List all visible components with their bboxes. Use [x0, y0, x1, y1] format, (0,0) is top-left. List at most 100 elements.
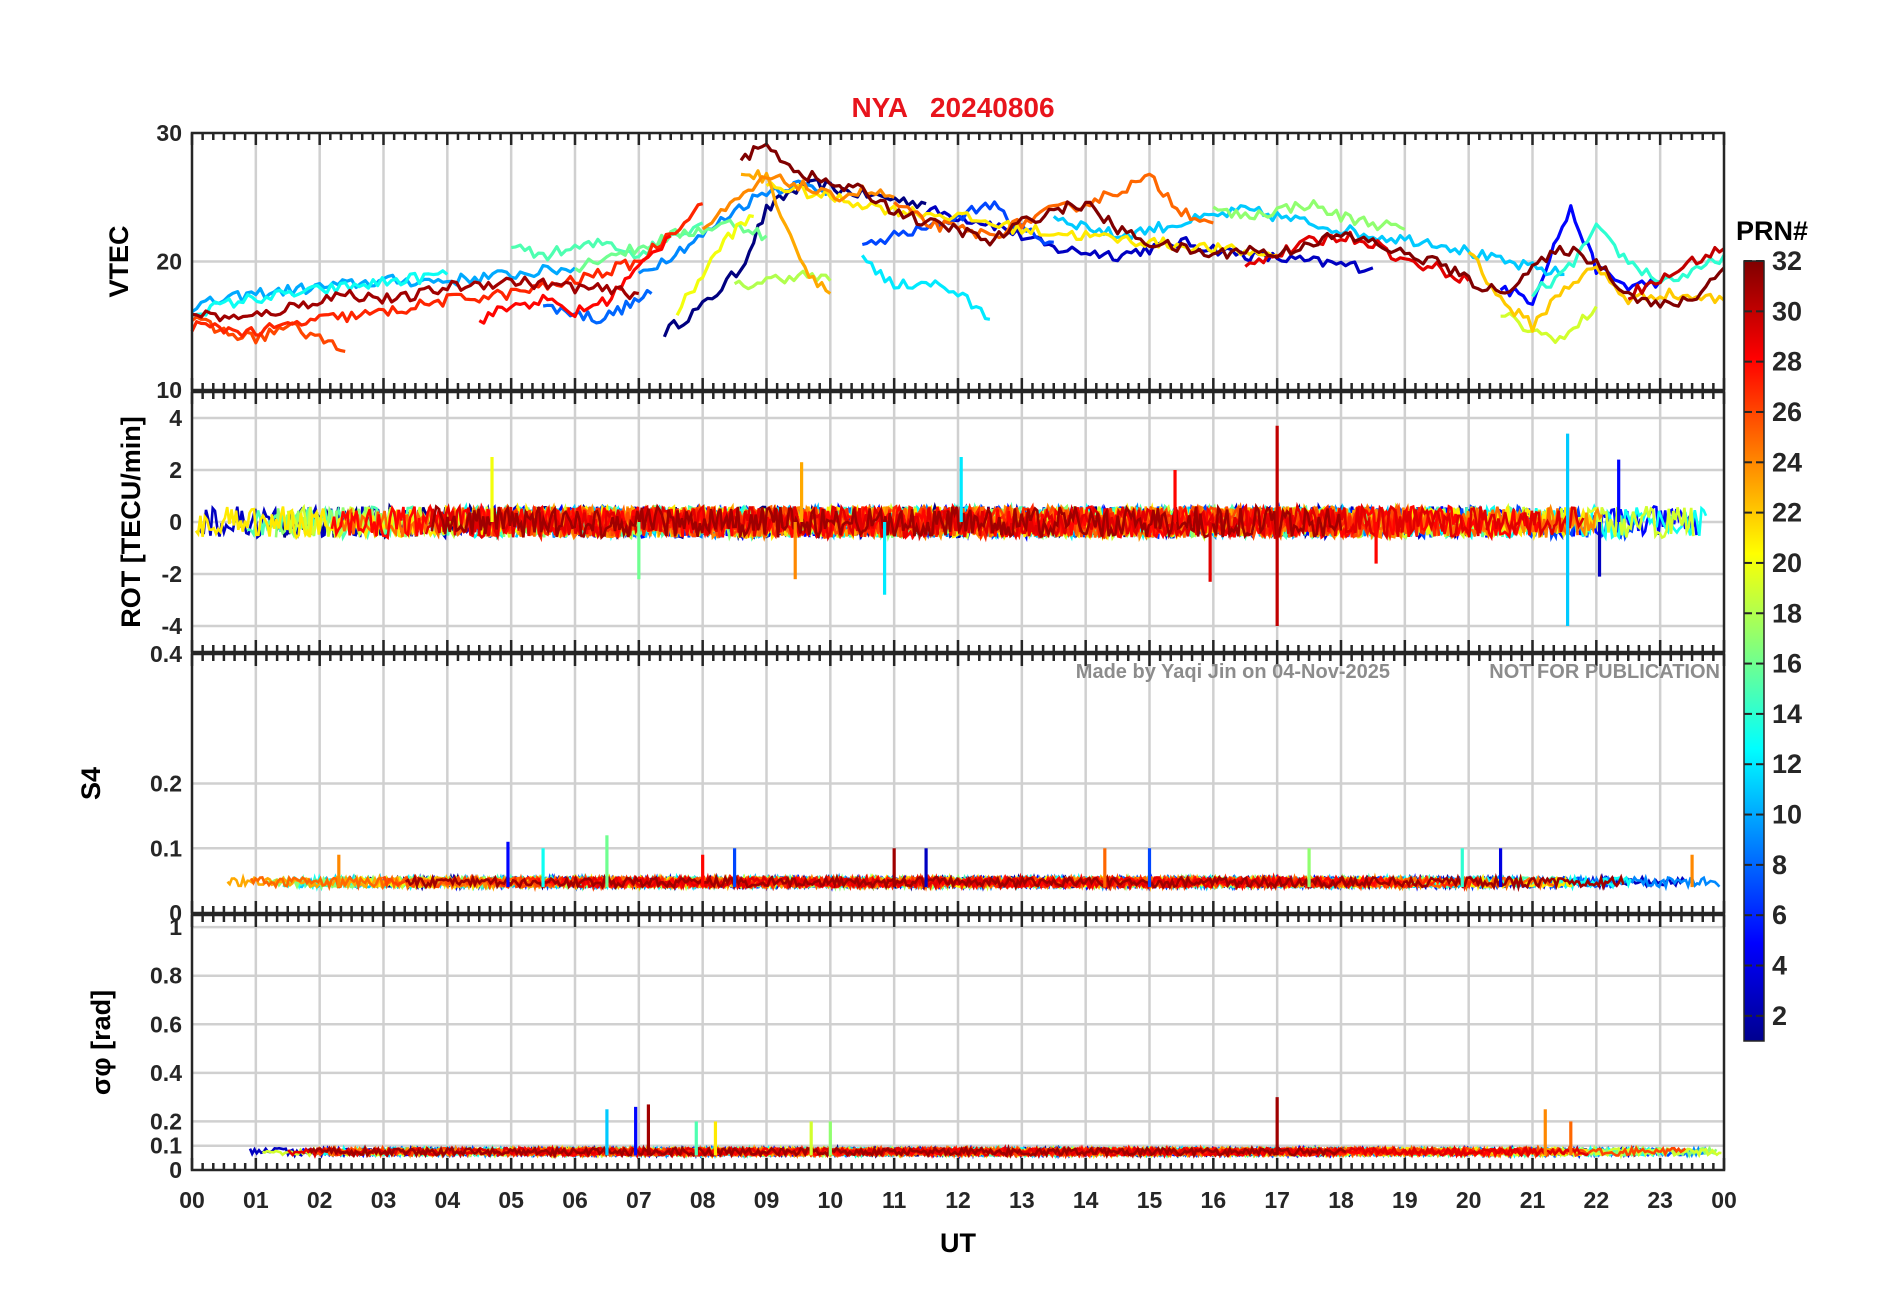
panel-sigma-phi: 00.10.2 0.4 0.6 0.8 1 σφ [rad]	[86, 913, 1726, 1183]
colorbar-tick-label: 18	[1772, 598, 1802, 628]
vtec-series-line	[740, 169, 832, 295]
y-tick-label: 0.4	[150, 1060, 182, 1086]
x-tick-label: 18	[1328, 1187, 1354, 1213]
y-tick-label: 4	[169, 405, 182, 431]
x-tick-label: 06	[562, 1187, 588, 1213]
colorbar-tick-label: 12	[1772, 749, 1802, 779]
y-tick-label: 30	[156, 120, 182, 146]
y-tick-label: -2	[162, 561, 182, 587]
colorbar-gradient	[1743, 260, 1765, 1042]
y-tick-label: 0	[169, 509, 182, 535]
colorbar-tick-label: 6	[1772, 900, 1787, 930]
y-tick-label: 0.4	[150, 641, 182, 667]
vtec-series-line	[191, 275, 640, 323]
x-tick-label: 13	[1009, 1187, 1035, 1213]
watermark-notice: NOT FOR PUBLICATION	[1489, 661, 1720, 683]
panel-vtec: 10 20 30 VTEC	[104, 120, 1726, 403]
vtec-series-line	[893, 172, 1214, 240]
vtec-series-line	[478, 234, 672, 325]
sigma-phi-series-line	[308, 1144, 1347, 1160]
title-station: NYA	[851, 92, 908, 123]
colorbar-tick-label: 22	[1772, 498, 1802, 528]
y-tick-label: -4	[162, 613, 183, 639]
vtec-series-line	[1531, 222, 1726, 298]
x-tick-label: 17	[1264, 1187, 1290, 1213]
x-tick-label: 01	[243, 1187, 269, 1213]
rot-series-line	[430, 502, 1343, 541]
x-tick-label: 16	[1201, 1187, 1227, 1213]
vtec-series-line	[1052, 204, 1565, 277]
x-tick-label: 09	[754, 1187, 780, 1213]
x-tick-label: 11	[882, 1187, 907, 1213]
vtec-series-line	[191, 269, 449, 317]
colorbar-tick-label: 24	[1772, 447, 1802, 477]
panel-rot: -4 -2 0 2 4 ROT [TECU/min]	[116, 390, 1726, 654]
title-date: 20240806	[930, 92, 1055, 123]
panel-s4: 0 0.1 0.2 0.4 S4	[76, 641, 1726, 926]
y-tick-label: 0	[169, 1157, 182, 1183]
x-tick-label: 05	[498, 1187, 524, 1213]
colorbar-tick-label: 4	[1772, 951, 1787, 981]
colorbar-tick-label: 30	[1772, 296, 1802, 326]
x-tick-label: 08	[690, 1187, 716, 1213]
y-axis-label: S4	[76, 767, 106, 800]
y-tick-label: 0.1	[150, 1133, 182, 1159]
vtec-series-line	[191, 315, 346, 353]
s4-series-line	[404, 872, 1625, 893]
y-axis-label: ROT [TECU/min]	[116, 416, 146, 627]
x-tick-label: 00	[179, 1187, 205, 1213]
x-tick-label: 03	[371, 1187, 397, 1213]
y-axis-label: VTEC	[104, 225, 134, 297]
chart-title: NYA 20240806	[851, 92, 1054, 123]
y-tick-label: 10	[156, 377, 182, 403]
vtec-series-line	[739, 142, 1726, 309]
y-tick-label: 1	[169, 914, 182, 940]
y-tick-label: 0.2	[150, 771, 182, 797]
colorbar-tick-label: 16	[1772, 649, 1802, 679]
colorbar-label: PRN#	[1736, 216, 1808, 246]
x-tick-label: 10	[818, 1187, 844, 1213]
vtec-series-line	[1212, 199, 1406, 232]
y-tick-label: 2	[169, 457, 182, 483]
vtec-series-line	[637, 179, 832, 275]
y-tick-label: 0	[169, 900, 182, 926]
vtec-series-line	[860, 254, 991, 321]
x-tick-label: 21	[1520, 1187, 1546, 1213]
x-axis: 00 01 02 03 04 05 06 07 08 09 10 11 12 13 14 15 16 17 18 19…	[179, 1187, 1737, 1213]
colorbar-tick-label: 26	[1772, 397, 1802, 427]
x-tick-label: 07	[626, 1187, 652, 1213]
x-tick-label: 19	[1392, 1187, 1418, 1213]
y-axis-label: σφ [rad]	[86, 990, 116, 1095]
x-tick-label: 02	[307, 1187, 333, 1213]
x-tick-label: 23	[1647, 1187, 1673, 1213]
vtec-series-line	[1627, 246, 1725, 301]
colorbar-tick-label: 32	[1772, 246, 1802, 276]
y-tick-label: 0.1	[150, 835, 182, 861]
vtec-series-line	[190, 202, 704, 338]
vtec-series-line	[1500, 305, 1598, 344]
x-tick-label: 14	[1073, 1187, 1099, 1213]
x-tick-label: 20	[1456, 1187, 1482, 1213]
colorbar-tick-label: 10	[1772, 800, 1802, 830]
x-tick-label: 12	[945, 1187, 971, 1213]
colorbar-tick-label: 20	[1772, 548, 1802, 578]
colorbar-tick-label: 8	[1772, 850, 1787, 880]
vtec-series-line	[675, 214, 754, 316]
colorbar-tick-label: 14	[1772, 699, 1802, 729]
colorbar-tick-label: 28	[1772, 347, 1802, 377]
x-tick-label: 22	[1584, 1187, 1610, 1213]
watermark-author: Made by Yaqi Jin on 04-Nov-2025	[1076, 661, 1390, 683]
y-tick-label: 20	[156, 249, 182, 275]
x-tick-label: 00	[1711, 1187, 1737, 1213]
colorbar-tick-label: 2	[1772, 1001, 1787, 1031]
x-tick-label: 15	[1137, 1187, 1163, 1213]
vtec-series-line	[1499, 204, 1662, 306]
vtec-series-line	[662, 177, 927, 338]
y-tick-label: 0.6	[150, 1011, 182, 1037]
y-tick-label: 0.8	[150, 963, 182, 989]
x-axis-label: UT	[940, 1228, 976, 1258]
